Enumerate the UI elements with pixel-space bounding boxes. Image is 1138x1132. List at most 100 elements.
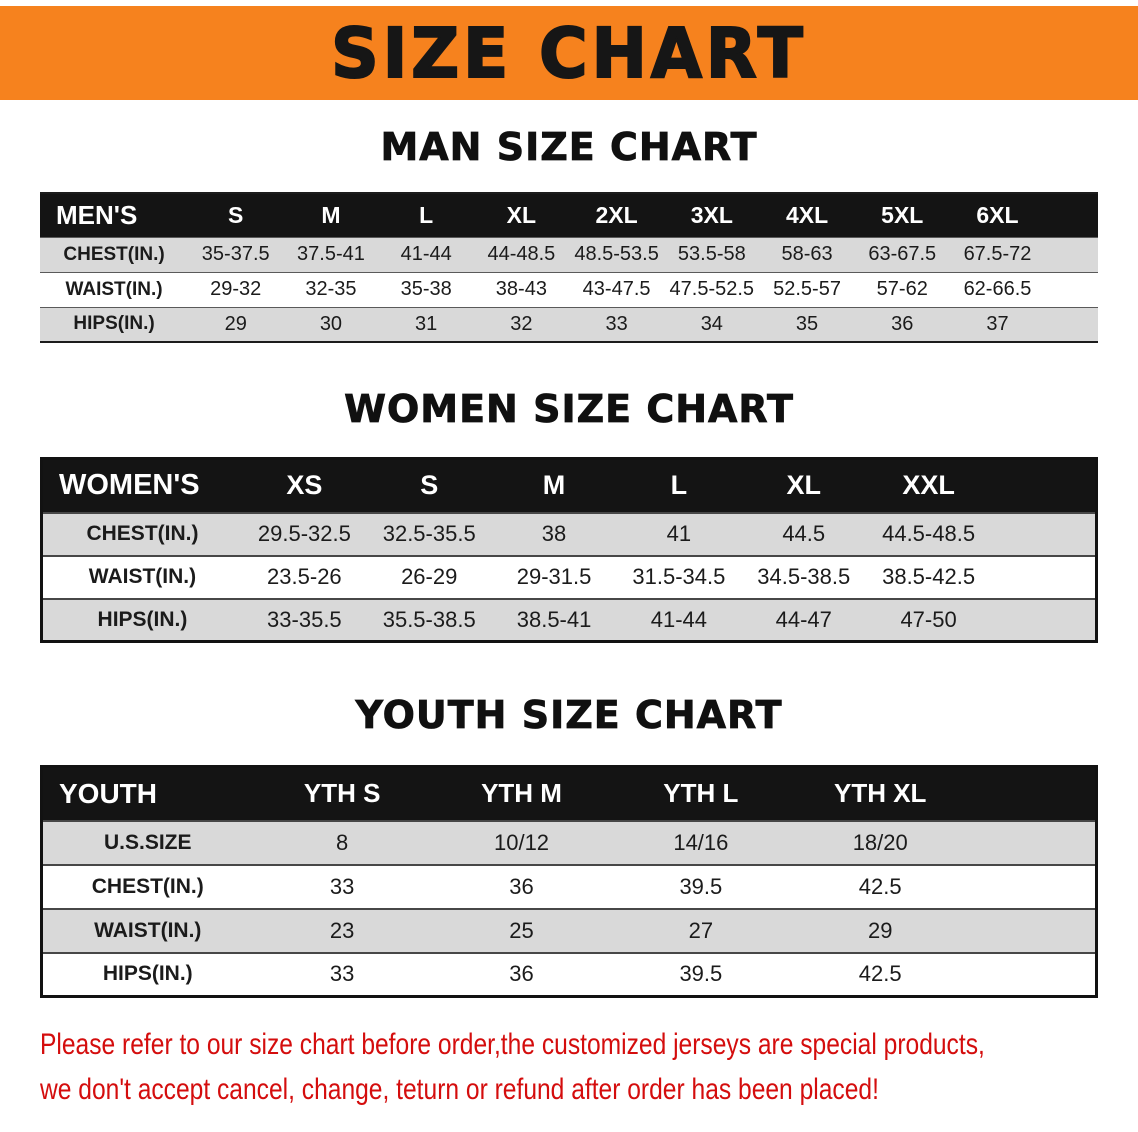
spacer-cell bbox=[991, 458, 1097, 513]
table-title-cell: MEN'S bbox=[40, 193, 189, 237]
spacer-cell bbox=[970, 821, 1097, 865]
size-column-header: XL bbox=[741, 458, 867, 513]
spacer-cell bbox=[991, 599, 1097, 642]
size-value: 33 bbox=[329, 961, 355, 987]
size-value: 38.5-41 bbox=[516, 606, 592, 632]
size-column-header: YTH S bbox=[252, 766, 432, 821]
size-value: 44-47 bbox=[775, 606, 832, 632]
size-value: 8 bbox=[336, 829, 349, 855]
row-label: CHEST(IN.) bbox=[63, 243, 165, 265]
size-chart-content: MAN SIZE CHART MEN'S S M L XL 2XL 3XL 4XL 5XL 6XL… bbox=[0, 125, 1138, 1112]
row-label: CHEST(IN.) bbox=[91, 874, 204, 898]
size-column-header: XXL bbox=[866, 458, 991, 513]
size-value: 62-66.5 bbox=[963, 278, 1032, 300]
row-label: WAIST(IN.) bbox=[94, 918, 202, 942]
men-size-table: MEN'S S M L XL 2XL 3XL 4XL 5XL 6XL CHEST(IN.) 35-37… bbox=[40, 192, 1098, 343]
women-size-table: WOMEN'S XS S M L XL XXL CHEST(IN.) 29.5-32.5 32.5… bbox=[40, 457, 1098, 643]
size-value: 42.5 bbox=[858, 961, 902, 987]
size-column-header: 4XL bbox=[759, 193, 855, 237]
youth-size-table: YOUTH YTH S YTH M YTH L YTH XL U.S.SIZE 8 10/12… bbox=[40, 765, 1098, 998]
size-value: 67.5-72 bbox=[963, 243, 1032, 265]
size-value: 10/12 bbox=[493, 829, 550, 855]
measurement-row: HIPS(IN.) 29 30 31 32 33 34 35 36 37 bbox=[40, 307, 1098, 342]
size-value: 36 bbox=[891, 312, 914, 335]
size-value: 53.5-58 bbox=[677, 243, 746, 265]
size-value: 38.5-42.5 bbox=[882, 564, 976, 589]
row-label: HIPS(IN.) bbox=[73, 313, 155, 335]
size-value: 29 bbox=[224, 312, 247, 335]
size-column-header: YTH XL bbox=[790, 766, 970, 821]
size-value: 38 bbox=[541, 521, 567, 546]
size-value: 44-48.5 bbox=[487, 243, 556, 265]
spacer-cell bbox=[991, 556, 1097, 599]
disclaimer-line-2: we don't accept cancel, change, teturn o… bbox=[40, 1073, 879, 1106]
size-column-header: 6XL bbox=[949, 193, 1046, 237]
size-value: 34 bbox=[700, 312, 723, 335]
size-value: 26-29 bbox=[401, 564, 458, 589]
size-value: 29-31.5 bbox=[516, 564, 592, 589]
disclaimer-line-1: Please refer to our size chart before or… bbox=[40, 1028, 985, 1061]
size-value: 31.5-34.5 bbox=[632, 564, 726, 589]
banner: SIZE CHART bbox=[0, 6, 1138, 100]
size-value: 29-32 bbox=[210, 278, 262, 300]
size-column-header: S bbox=[188, 193, 284, 237]
size-column-header: 3XL bbox=[664, 193, 760, 237]
spacer-cell bbox=[1045, 193, 1098, 237]
row-label: WAIST(IN.) bbox=[65, 278, 163, 300]
size-value: 31 bbox=[415, 312, 438, 335]
measurement-row: CHEST(IN.) 35-37.5 37.5-41 41-44 44-48.5 48.5… bbox=[40, 237, 1098, 272]
size-value: 58-63 bbox=[781, 243, 833, 265]
measurement-row: WAIST(IN.) 23 25 27 29 bbox=[41, 908, 1097, 953]
measurement-row: CHEST(IN.) 29.5-32.5 32.5-35.5 38 41 44.5 44.5… bbox=[41, 512, 1097, 556]
table-header-row: WOMEN'S XS S M L XL XXL bbox=[41, 458, 1097, 513]
row-label: U.S.SIZE bbox=[103, 830, 192, 854]
size-column-header: 2XL bbox=[568, 193, 665, 237]
table-header-row: YOUTH YTH S YTH M YTH L YTH XL bbox=[41, 766, 1097, 821]
table-header-row: MEN'S S M L XL 2XL 3XL 4XL 5XL 6XL bbox=[40, 193, 1098, 237]
size-column-header: YTH M bbox=[431, 766, 612, 821]
size-value: 37 bbox=[986, 312, 1009, 335]
size-value: 41-44 bbox=[400, 243, 452, 265]
size-value: 43-47.5 bbox=[582, 278, 651, 300]
men-section-heading: MAN SIZE CHART bbox=[380, 125, 758, 170]
size-value: 32-35 bbox=[305, 278, 357, 300]
spacer-cell bbox=[1045, 237, 1098, 272]
table-title-cell: YOUTH bbox=[41, 766, 253, 821]
size-column-header: XL bbox=[473, 193, 569, 237]
size-value: 23.5-26 bbox=[267, 564, 342, 589]
size-column-header: S bbox=[366, 458, 492, 513]
size-value: 29.5-32.5 bbox=[257, 521, 351, 546]
size-value: 35.5-38.5 bbox=[382, 606, 476, 632]
spacer-cell bbox=[970, 953, 1097, 997]
size-value: 32 bbox=[510, 312, 533, 335]
row-label: HIPS(IN.) bbox=[102, 962, 193, 986]
size-value: 63-67.5 bbox=[868, 243, 937, 265]
spacer-cell bbox=[969, 766, 1097, 821]
spacer-cell bbox=[991, 513, 1097, 556]
row-label: CHEST(IN.) bbox=[86, 522, 199, 545]
size-value: 33 bbox=[605, 312, 628, 335]
size-value: 35-37.5 bbox=[201, 243, 270, 265]
size-column-header: L bbox=[378, 193, 474, 237]
size-value: 41 bbox=[666, 521, 692, 546]
size-value: 33-35.5 bbox=[267, 606, 342, 632]
size-value: 38-43 bbox=[495, 278, 547, 300]
measurement-row: WAIST(IN.) 29-32 32-35 35-38 38-43 43-47.5 47.… bbox=[40, 272, 1098, 307]
size-value: 44.5-48.5 bbox=[882, 521, 976, 546]
size-value: 27 bbox=[688, 917, 714, 943]
measurement-row: CHEST(IN.) 33 36 39.5 42.5 bbox=[41, 864, 1097, 909]
size-value: 44.5 bbox=[782, 521, 826, 546]
size-value: 39.5 bbox=[679, 961, 723, 987]
size-value: 25 bbox=[509, 917, 534, 943]
measurement-row: HIPS(IN.) 33-35.5 35.5-38.5 38.5-41 41-44 44-… bbox=[41, 598, 1097, 642]
men-size-section: MAN SIZE CHART MEN'S S M L XL 2XL 3XL 4XL 5XL 6XL… bbox=[0, 125, 1138, 343]
spacer-cell bbox=[1045, 272, 1098, 307]
page-title: SIZE CHART bbox=[330, 12, 807, 94]
size-value: 23 bbox=[329, 917, 355, 943]
size-value: 36 bbox=[509, 961, 534, 987]
size-column-header: 5XL bbox=[854, 193, 950, 237]
size-value: 57-62 bbox=[876, 278, 928, 300]
size-value: 35-38 bbox=[400, 278, 452, 300]
spacer-cell bbox=[970, 909, 1097, 953]
